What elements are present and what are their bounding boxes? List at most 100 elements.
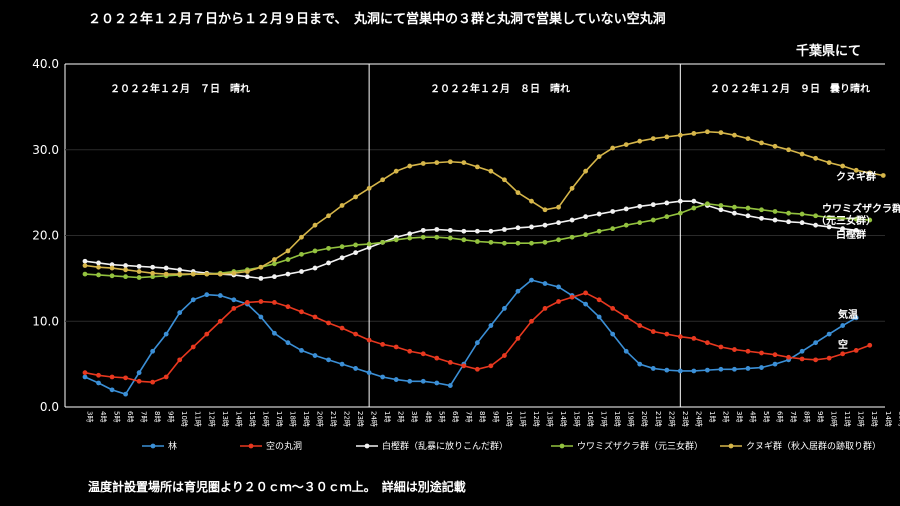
data-point <box>542 222 548 228</box>
data-point <box>407 231 413 237</box>
series-end-label: ウワミズザクラ群（元三女群） <box>816 202 900 227</box>
data-point <box>272 330 277 336</box>
data-point <box>556 237 561 243</box>
x-tick-label: 14時 <box>884 411 892 427</box>
data-point <box>583 214 589 220</box>
data-point <box>136 370 142 376</box>
data-point <box>623 314 629 320</box>
data-point <box>123 267 128 273</box>
data-point <box>732 204 737 210</box>
data-point <box>664 200 670 206</box>
data-point <box>745 205 751 211</box>
data-point <box>366 241 372 247</box>
data-point <box>718 203 724 208</box>
x-tick-label: 11時 <box>843 411 851 427</box>
data-point <box>691 336 697 341</box>
data-point <box>353 366 358 371</box>
data-point <box>623 142 629 148</box>
series-line <box>84 130 884 275</box>
data-point <box>123 375 128 381</box>
x-tick-label: 11時 <box>518 411 526 427</box>
data-point <box>231 305 237 311</box>
data-point <box>813 357 819 363</box>
data-point <box>853 315 859 321</box>
data-point <box>542 207 548 213</box>
data-point <box>190 344 196 350</box>
data-point <box>109 265 115 271</box>
x-tick-label: 5時 <box>437 411 445 422</box>
data-point <box>677 334 683 340</box>
data-point <box>312 248 318 254</box>
data-point <box>677 198 683 204</box>
data-point <box>136 269 142 274</box>
data-point <box>420 234 426 240</box>
x-tick-label: 3時 <box>735 411 743 422</box>
data-point <box>461 160 467 166</box>
data-point <box>353 194 358 200</box>
data-point <box>556 204 561 210</box>
data-point <box>704 129 710 135</box>
data-point <box>312 265 318 271</box>
data-point <box>285 340 291 346</box>
data-point <box>217 293 223 298</box>
data-point <box>244 299 250 305</box>
data-point <box>420 227 426 233</box>
data-point <box>258 264 264 270</box>
data-point <box>759 350 764 356</box>
y-tick-label: 40.0 <box>32 57 59 71</box>
data-point <box>732 210 737 216</box>
data-point <box>420 351 426 357</box>
data-point <box>529 198 534 204</box>
x-tick-label: 8時 <box>478 411 486 422</box>
x-tick-label: 12時 <box>532 411 540 427</box>
data-point <box>217 271 223 277</box>
legend-label: 林 <box>168 440 177 452</box>
data-point <box>123 391 128 397</box>
data-point <box>82 370 88 376</box>
data-point <box>82 263 88 268</box>
data-point <box>190 297 196 303</box>
legend-swatch-dot <box>728 443 734 449</box>
x-tick-label: 12時 <box>857 411 865 427</box>
data-point <box>772 143 778 149</box>
data-point <box>691 131 697 136</box>
data-point <box>880 173 886 178</box>
data-point <box>447 159 453 165</box>
x-tick-label: 24時 <box>694 411 702 427</box>
data-point <box>285 304 291 310</box>
data-point <box>326 320 331 326</box>
legend-label: ウワミズザクラ群（元三女群） <box>577 440 703 452</box>
data-point <box>610 305 616 311</box>
data-point <box>745 348 751 354</box>
data-point <box>407 348 413 354</box>
data-point <box>190 271 196 277</box>
data-point <box>664 134 670 140</box>
data-point <box>759 207 764 213</box>
data-point <box>556 284 561 290</box>
data-point <box>786 354 791 360</box>
data-point <box>339 203 345 208</box>
data-point <box>569 294 575 300</box>
x-tick-label: 20時 <box>316 411 324 427</box>
data-point <box>637 138 643 144</box>
x-tick-label: 1時 <box>708 411 716 422</box>
data-point <box>813 222 819 228</box>
data-point <box>326 213 331 219</box>
data-point <box>366 185 372 191</box>
data-point <box>718 130 724 136</box>
x-tick-label: 16時 <box>586 411 594 427</box>
data-point <box>474 164 480 170</box>
x-tick-label: 9時 <box>491 411 499 422</box>
data-point <box>759 365 764 370</box>
legend-swatch-dot <box>150 443 156 449</box>
data-point <box>840 226 846 232</box>
data-point <box>163 331 169 337</box>
data-point <box>677 132 683 138</box>
x-tick-label: 23時 <box>356 411 364 427</box>
footer-note: 温度計設置場所は育児圏より２０ｃｍ～３０ｃｍ上。 詳細は別途記載 <box>88 480 466 494</box>
x-tick-label: 12時 <box>207 411 215 427</box>
data-point <box>82 374 88 380</box>
data-point <box>339 255 345 261</box>
data-point <box>759 215 764 221</box>
